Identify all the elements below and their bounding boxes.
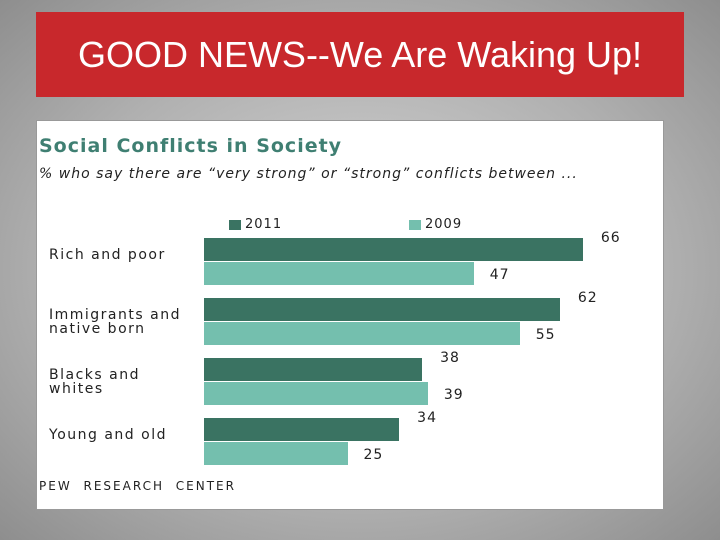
legend-label: 2011 bbox=[245, 217, 283, 232]
bar bbox=[204, 382, 428, 405]
category-label: Blacks and whites bbox=[49, 367, 140, 397]
value-label: 55 bbox=[535, 327, 556, 343]
category-label: Immigrants and native born bbox=[49, 307, 181, 337]
chart: Social Conflicts in Society % who say th… bbox=[36, 120, 664, 510]
bar bbox=[204, 322, 520, 345]
slide-title: GOOD NEWS--We Are Waking Up! bbox=[36, 12, 684, 97]
chart-title: Social Conflicts in Society bbox=[39, 135, 343, 157]
source: PEW RESEARCH CENTER bbox=[39, 479, 236, 493]
bar bbox=[204, 298, 560, 321]
value-label: 39 bbox=[443, 387, 464, 403]
bar bbox=[204, 262, 474, 285]
bar bbox=[204, 238, 583, 261]
category-label: Rich and poor bbox=[49, 247, 166, 263]
value-label: 38 bbox=[440, 350, 460, 366]
value-label: 47 bbox=[489, 267, 510, 283]
legend-label: 2009 bbox=[425, 217, 463, 232]
legend-item: 2011 bbox=[229, 217, 282, 232]
value-label: 34 bbox=[417, 410, 437, 426]
value-label: 62 bbox=[577, 290, 598, 306]
legend-swatch bbox=[409, 219, 421, 230]
legend-swatch bbox=[229, 219, 241, 230]
value-label: 66 bbox=[600, 230, 621, 246]
bar bbox=[204, 418, 400, 441]
bar bbox=[204, 442, 348, 465]
chart-subtitle: % who say there are “very strong” or “st… bbox=[39, 166, 578, 182]
legend-item: 2009 bbox=[409, 217, 462, 232]
bar bbox=[204, 358, 423, 381]
value-label: 25 bbox=[363, 447, 384, 463]
category-label: Young and old bbox=[49, 427, 167, 443]
